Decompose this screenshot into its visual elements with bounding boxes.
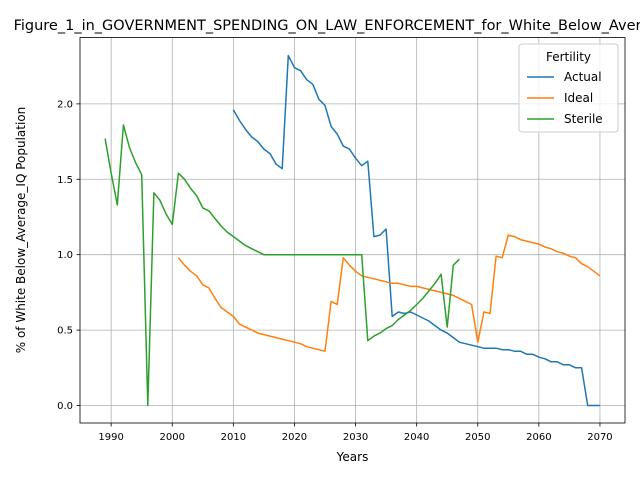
series-line-sterile <box>104 124 460 407</box>
x-tick-label: 2060 <box>526 432 551 443</box>
legend-label-actual: Actual <box>564 70 602 84</box>
legend-title: Fertility <box>546 50 591 64</box>
x-tick-label: 2010 <box>221 432 246 443</box>
x-tick-label: 2040 <box>404 432 429 443</box>
y-axis-label: % of White Below_Average_IQ Population <box>14 107 28 354</box>
x-axis-label: Years <box>336 450 369 464</box>
chart-title: Figure_1_in_GOVERNMENT_SPENDING_ON_LAW_E… <box>14 18 640 34</box>
x-tick-label: 2050 <box>465 432 490 443</box>
y-tick-label: 1.5 <box>57 175 73 186</box>
y-tick-label: 2.0 <box>57 99 73 110</box>
y-tick-label: 1.0 <box>57 250 73 261</box>
y-tick-label: 0.5 <box>57 326 73 337</box>
plot-frame <box>79 37 626 424</box>
x-tick-label: 2030 <box>343 432 368 443</box>
x-tick-label: 1990 <box>98 432 123 443</box>
series-line-actual <box>232 54 600 407</box>
series-line-ideal <box>177 234 601 352</box>
legend: Fertility Actual Ideal Sterile <box>518 43 619 133</box>
series-lines <box>104 54 601 407</box>
x-tick-label: 2020 <box>282 432 307 443</box>
x-tick-label: 2000 <box>160 432 185 443</box>
x-tick-label: 2070 <box>587 432 612 443</box>
legend-label-sterile: Sterile <box>564 112 603 126</box>
y-tick-label: 0.0 <box>57 401 73 412</box>
legend-label-ideal: Ideal <box>564 91 593 105</box>
legend-box <box>518 43 619 133</box>
y-axis: 0.0 0.5 1.0 1.5 2.0 <box>57 99 80 412</box>
x-axis: 1990 2000 2010 2020 2030 2040 2050 2060 2070 <box>98 423 613 443</box>
